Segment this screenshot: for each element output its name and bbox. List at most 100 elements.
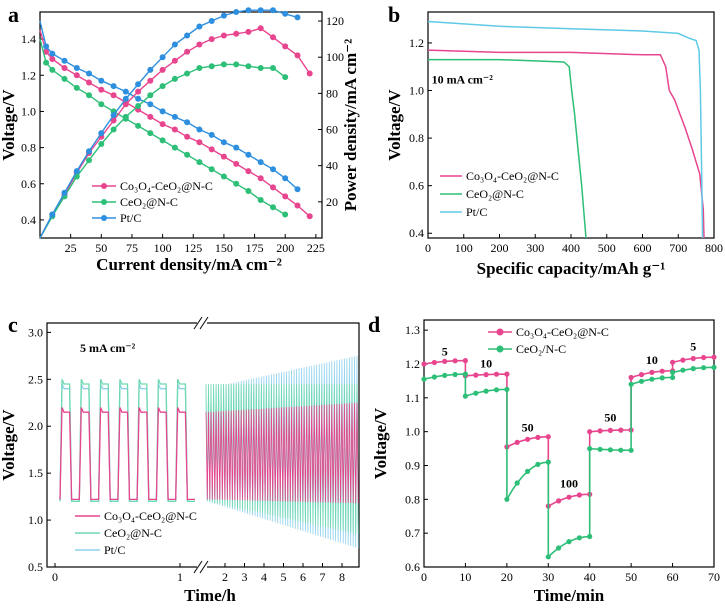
panel-a-power-point xyxy=(233,61,240,68)
panel-a-power-point xyxy=(147,92,154,99)
panel-a-polarization-line xyxy=(39,38,286,216)
panel-a-polarization-point xyxy=(220,173,227,180)
panel-a-polarization-point xyxy=(43,43,50,50)
panel-a-power-point xyxy=(294,52,301,59)
panel-c-xtick-label: 2 xyxy=(222,570,228,584)
panel-a-polarization-point xyxy=(49,50,56,57)
panel-c-label: c xyxy=(8,312,18,337)
panel-d-rate-point xyxy=(493,387,500,393)
panel-d-rate-point xyxy=(701,354,707,361)
panel-c-ytick-label: 1.0 xyxy=(28,513,43,527)
panel-d-rate-point xyxy=(659,368,665,374)
panel-a-polarization-point xyxy=(73,65,80,71)
panel-a-polarization-point xyxy=(98,86,105,93)
panel-a-ytick-label: 1.4 xyxy=(21,32,36,46)
panel-c-xtick-label: 6 xyxy=(300,570,306,584)
panel-a-ytick-label: 0.8 xyxy=(21,141,36,155)
panel-c-dense-cycle-curve xyxy=(205,402,359,504)
panel-a-polarization-point xyxy=(257,175,264,182)
panel-a-xtick-label: 50 xyxy=(95,241,107,255)
panel-a-y2tick-label: 80 xyxy=(326,86,338,100)
panel-d-rate-point xyxy=(628,374,634,381)
panel-a-power-point xyxy=(110,112,117,119)
panel-a-polarization-point xyxy=(61,57,68,64)
panel-d-rate-point xyxy=(649,376,655,382)
panel-a-power-point xyxy=(86,148,92,155)
panel-a-power-point xyxy=(220,61,227,68)
panel-c-ytick-label: 1.5 xyxy=(28,466,43,480)
panel-a-polarization-point xyxy=(135,122,142,129)
panel-b-legend-text: Co₃O₄-CeO₂@N-C xyxy=(466,169,559,183)
panel-a-polarization-point xyxy=(159,137,166,144)
panel-a-y2tick-label: 120 xyxy=(326,14,344,28)
panel-a-polarization-point xyxy=(135,95,142,102)
panel-d-rate-point xyxy=(556,545,562,551)
panel-d-ytick-label: 1.1 xyxy=(405,391,420,405)
panel-a-polarization-point xyxy=(184,119,191,126)
panel-a-polarization-point xyxy=(110,92,117,99)
panel-b-xlabel: Specific capacity/mAh g⁻¹ xyxy=(477,259,666,278)
panel-a-polarization-point xyxy=(49,56,56,62)
panel-d-xtick-label: 30 xyxy=(542,570,554,584)
panel-b-ytick-label: 0.8 xyxy=(409,131,424,145)
panel-a-polarization-point xyxy=(43,48,50,55)
panel-a-power-point xyxy=(171,75,178,82)
panel-a-polarization-point xyxy=(122,88,129,95)
panel-a-power-point xyxy=(196,23,203,30)
panel-d-current-step-label: 50 xyxy=(604,411,616,425)
panel-b-xtick-label: 300 xyxy=(526,241,544,255)
panel-a-power-point xyxy=(196,65,203,71)
panel-a-polarization-point xyxy=(270,204,276,211)
panel-a-polarization-point xyxy=(147,113,154,120)
panel-d-rate-point xyxy=(670,374,676,381)
panel-b-xtick-label: 100 xyxy=(455,241,473,255)
panel-d-rate-point xyxy=(587,533,593,540)
panel-d-rate-point xyxy=(556,498,562,504)
panel-c-xtick-label: 7 xyxy=(320,570,326,584)
panel-a-y2tick-label: 20 xyxy=(326,195,338,209)
panel-a-polarization-point xyxy=(43,59,50,66)
panel-d-rate-point xyxy=(504,371,510,377)
panel-c-zoom-cycle-curve xyxy=(59,379,195,502)
panel-d-rate-point xyxy=(618,447,624,453)
panel-d-rate-point xyxy=(576,535,583,541)
panel-d-rate-point xyxy=(473,372,479,378)
panel-d-rate-point xyxy=(535,461,541,467)
panel-d-rate-point xyxy=(618,427,624,433)
panel-d-frame xyxy=(423,319,715,568)
panel-a-power-point xyxy=(220,12,227,19)
panel-c-ytick-label: 2.0 xyxy=(28,419,43,433)
panel-c-xtick-label: 4 xyxy=(261,570,267,584)
panel-a-polarization-point xyxy=(270,184,276,191)
panel-b-xtick-label: 400 xyxy=(562,241,580,255)
panel-a-power-point xyxy=(270,34,276,41)
panel-a-power-point xyxy=(184,32,191,39)
panel-d-rate-point xyxy=(628,447,634,453)
panel-a-polarization-point xyxy=(49,66,56,73)
panel-a-power-point xyxy=(184,48,191,55)
panel-a-power-point xyxy=(110,117,117,124)
panel-a-label: a xyxy=(8,2,19,27)
panel-a-ytick-label: 0.4 xyxy=(21,213,36,227)
panel-a-power-point xyxy=(122,113,129,120)
panel-d-rate-point xyxy=(690,366,696,372)
panel-d-xtick-label: 60 xyxy=(667,570,679,584)
panel-a-polarization-point xyxy=(245,151,252,158)
panel-c-axis-break-mark xyxy=(199,316,209,330)
panel-a-power-point xyxy=(270,65,276,71)
panel-d-rate-point xyxy=(587,429,593,435)
panel-d-rate-point xyxy=(638,378,645,384)
panel-a-power-point xyxy=(135,88,142,95)
panel-d-ytick-label: 0.6 xyxy=(405,560,420,574)
panel-d-rate-point xyxy=(607,447,614,453)
panel-a-xtick-label: 200 xyxy=(276,241,294,255)
panel-d-rate-point xyxy=(680,357,686,363)
panel-a-xtick-label: 25 xyxy=(65,241,77,255)
panel-a-polarization-point xyxy=(110,83,117,90)
panel-b-discharge-curve xyxy=(427,20,704,239)
panel-a-power-point xyxy=(282,43,289,50)
panel-c-ylabel: Voltage/V xyxy=(0,409,18,481)
panel-a-ytick-label: 0.6 xyxy=(21,177,36,191)
panel-d-xtick-label: 20 xyxy=(501,570,513,584)
